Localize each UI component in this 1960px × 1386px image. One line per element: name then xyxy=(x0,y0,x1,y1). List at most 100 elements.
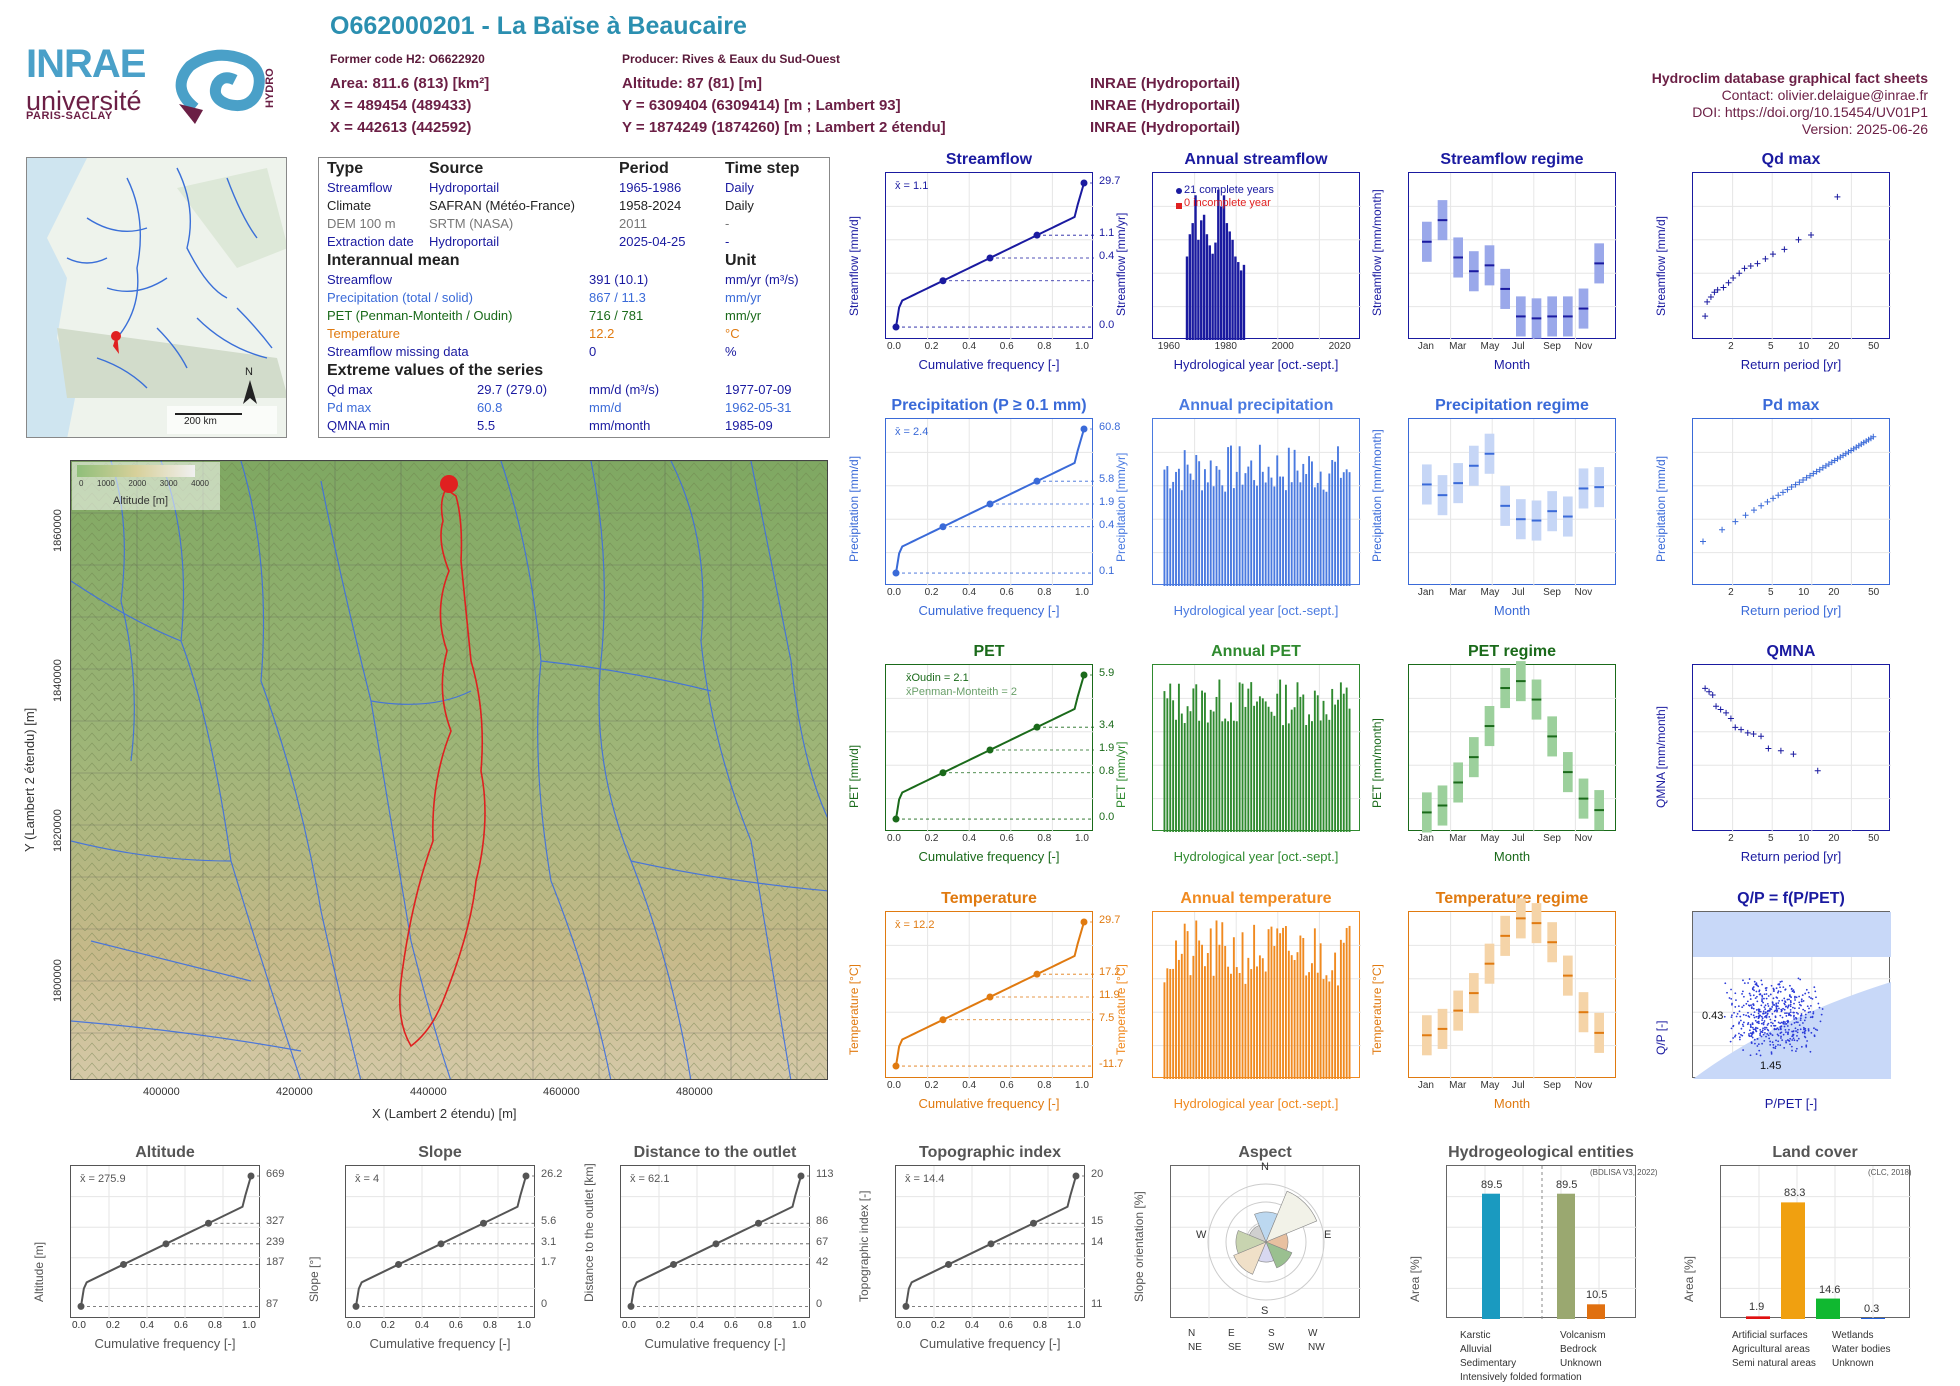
scatter-point xyxy=(1735,1015,1738,1018)
bar xyxy=(1342,942,1345,1079)
bar xyxy=(1290,955,1293,1079)
scatter-point xyxy=(1769,1040,1771,1043)
scatter-point xyxy=(1772,1046,1775,1049)
series-row: DEM 100 m SRTM (NASA) 2011 - xyxy=(327,216,821,234)
scatter-point xyxy=(1778,999,1781,1002)
scatter-point xyxy=(1802,1000,1805,1002)
doi-link[interactable]: DOI: https://doi.org/10.15454/UV01P1 xyxy=(1692,104,1928,120)
temperature-regime-panel-plot-area xyxy=(1408,898,1617,1079)
legend-marker xyxy=(1176,188,1182,194)
scatter-point xyxy=(1751,1026,1754,1029)
scatter-point xyxy=(1738,1022,1740,1025)
bar xyxy=(1232,937,1235,1079)
scatter-point xyxy=(1760,1030,1763,1033)
scatter-point xyxy=(1792,1033,1795,1036)
scatter-point xyxy=(1741,1006,1744,1009)
scatter-point xyxy=(1767,1009,1770,1012)
scatter-point xyxy=(1769,1043,1772,1046)
scatter-point xyxy=(1773,1025,1776,1027)
scatter-point xyxy=(1750,1034,1753,1037)
month-tick: Nov xyxy=(1574,833,1593,844)
rose-sector xyxy=(1248,1224,1267,1243)
scatter-point xyxy=(1770,1051,1773,1054)
scatter-point xyxy=(1734,1035,1736,1038)
scatter-point xyxy=(1772,1043,1775,1046)
x-lambert2: X = 442613 (442592) xyxy=(330,119,472,136)
bar xyxy=(1209,460,1212,586)
scatter-point xyxy=(1741,993,1743,995)
scatter-point xyxy=(1806,1040,1808,1042)
scatter-point xyxy=(1742,979,1744,982)
scatter-point xyxy=(1787,1033,1789,1036)
bar xyxy=(1238,682,1241,832)
x-tick: 1960 xyxy=(1157,341,1180,352)
scatter-point xyxy=(1735,999,1737,1002)
bar xyxy=(1225,223,1229,340)
scatter-point xyxy=(1747,1022,1750,1024)
month-tick: Mar xyxy=(1449,1080,1467,1091)
bar xyxy=(1339,477,1342,586)
scatter-point xyxy=(1785,1041,1788,1044)
bar xyxy=(1224,945,1227,1079)
scatter-point xyxy=(1752,1007,1755,1010)
annual-temperature-panel-xlabel: Hydrological year [oct.-sept.] xyxy=(1173,1096,1339,1111)
scatter-point xyxy=(1754,983,1757,986)
altitude-legend-ticks: 0 1000 2000 3000 4000 xyxy=(79,479,209,488)
scatter-point xyxy=(1758,1008,1761,1011)
bar xyxy=(1231,239,1234,340)
month-tick: Sep xyxy=(1543,341,1561,352)
altitude-legend-tick: 4000 xyxy=(191,479,209,488)
return-point xyxy=(1730,274,1737,281)
scatter-point xyxy=(1758,1049,1761,1052)
mean-unit: % xyxy=(725,344,737,359)
x-tick: 0.4 xyxy=(962,341,977,352)
distance-panel-quantile-label: 0 xyxy=(816,1298,823,1311)
scatter-point xyxy=(1794,999,1796,1001)
hydrogeo-legend-item: Unknown xyxy=(1560,1358,1602,1369)
scatter-point xyxy=(1784,989,1787,991)
scatter-point xyxy=(1790,1045,1793,1048)
scatter-point xyxy=(1783,1002,1786,1005)
x-tick: 1.0 xyxy=(517,1320,531,1331)
scatter-point xyxy=(1786,1006,1789,1009)
return-point xyxy=(1819,464,1826,471)
scatter-point xyxy=(1784,1028,1787,1031)
scatter-point xyxy=(1745,1002,1748,1005)
pet-panel-quantile-label: 3.4 xyxy=(1099,719,1115,732)
return-point xyxy=(1803,474,1810,481)
return-point xyxy=(1777,747,1784,754)
scatter-point xyxy=(1754,1029,1757,1032)
col-type: Type xyxy=(327,160,364,177)
bar xyxy=(1203,966,1206,1079)
bar xyxy=(1186,706,1189,832)
bar xyxy=(1235,471,1238,586)
landcover-legend-item: Unknown xyxy=(1832,1358,1874,1369)
scatter-point xyxy=(1804,1027,1807,1030)
slope-panel-ylabel: Slope [°] xyxy=(307,1256,321,1302)
bar xyxy=(1230,973,1232,1079)
precipitation-panel-quantile-label: 1.9 xyxy=(1099,495,1115,508)
rose-sector xyxy=(1265,1241,1293,1269)
bar xyxy=(1185,256,1189,340)
return-point xyxy=(1747,263,1754,270)
qd-max-panel-title: Qd max xyxy=(1761,151,1821,168)
return-point xyxy=(1796,479,1803,486)
bar xyxy=(1325,714,1328,832)
scatter-point xyxy=(1732,1037,1735,1039)
scatter-point xyxy=(1730,1027,1733,1030)
streamflow-panel-ylabel: Streamflow [mm/d] xyxy=(847,215,861,316)
topographic-index-panel-mean: x̄ = 14.4 xyxy=(905,1173,945,1185)
scatter-point xyxy=(1788,998,1790,1001)
bar xyxy=(1279,933,1282,1079)
return-point xyxy=(1792,481,1799,488)
scatter-point xyxy=(1780,1025,1783,1028)
area: Area: 811.6 (813) [km²] xyxy=(330,75,490,92)
bar xyxy=(1345,469,1348,586)
landcover-legend-item: Artificial surfaces xyxy=(1732,1330,1808,1341)
series-step: Daily xyxy=(725,180,754,195)
return-point xyxy=(1870,433,1877,440)
bar xyxy=(1302,937,1305,1079)
scatter-point xyxy=(1767,1005,1770,1007)
x-tick: 0.8 xyxy=(758,1320,772,1331)
scatter-point xyxy=(1817,1002,1820,1005)
